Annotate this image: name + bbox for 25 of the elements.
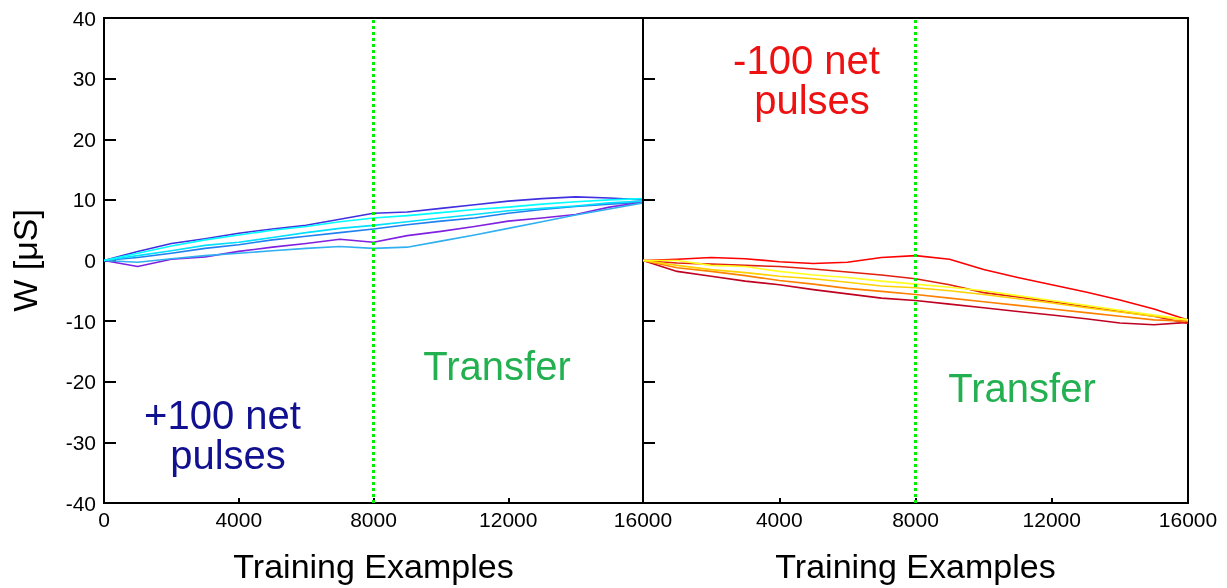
y-tick-label: -10 <box>65 309 96 333</box>
y-tick-label: 20 <box>72 127 96 151</box>
y-tick-label: 40 <box>72 6 96 30</box>
y-tick-label: 10 <box>72 188 96 212</box>
annotation: -100 net pulses <box>733 38 891 122</box>
x-axis-title: Training Examples <box>775 547 1056 585</box>
x-tick-label: 4000 <box>755 508 803 531</box>
x-tick-label: 0 <box>98 508 110 531</box>
x-tick-label: 8000 <box>350 508 397 531</box>
y-tick-label: -20 <box>65 370 96 394</box>
y-tick-label: 30 <box>72 67 96 91</box>
x-tick-label: 8000 <box>892 508 939 531</box>
annotation: Transfer <box>423 344 571 388</box>
x-axis-title: Training Examples <box>233 547 514 585</box>
annotation: +100 net pulses <box>144 393 312 477</box>
x-tick-label: 12000 <box>479 508 538 531</box>
x-tick-label: 16000 <box>613 508 673 531</box>
x-tick-label: 16000 <box>1158 508 1218 531</box>
y-tick-label: -40 <box>65 491 96 515</box>
x-tick-label: 12000 <box>1022 508 1081 531</box>
y-tick-label: -30 <box>65 430 96 454</box>
annotation: Transfer <box>948 366 1096 410</box>
y-tick-label: 0 <box>84 249 96 272</box>
y-axis-title: W [μS] <box>6 209 44 312</box>
x-tick-label: 4000 <box>215 508 263 531</box>
